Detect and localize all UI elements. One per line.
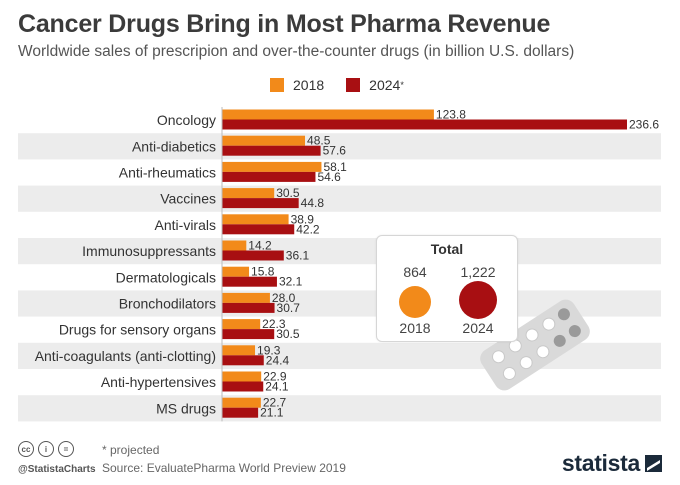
source-text: Source: EvaluatePharma World Preview 201… xyxy=(102,461,346,475)
data-label: 57.6 xyxy=(323,144,347,158)
bar-2024 xyxy=(222,224,295,235)
statista-logo-icon xyxy=(645,455,662,472)
bar-2018 xyxy=(222,135,306,146)
cc-icon: cc xyxy=(18,441,34,457)
data-label: 30.5 xyxy=(276,327,300,341)
bar-2018 xyxy=(222,371,262,382)
category-label: Immunosuppressants xyxy=(82,243,216,259)
data-label: 38.9 xyxy=(291,212,315,226)
bar-2024 xyxy=(222,381,264,392)
data-label: 15.8 xyxy=(251,265,275,279)
bar-2024 xyxy=(222,355,264,366)
data-label: 30.5 xyxy=(276,186,300,200)
total-year-2024: 2024 xyxy=(462,320,494,336)
data-label: 22.9 xyxy=(263,370,287,384)
legend-label-2024: 2024 xyxy=(369,77,401,93)
total-year-2018: 2018 xyxy=(399,320,431,336)
data-label: 22.3 xyxy=(262,317,286,331)
category-label: Anti-diabetics xyxy=(132,138,216,154)
row-band xyxy=(18,395,661,422)
bar-2018 xyxy=(222,345,256,356)
category-label: Drugs for sensory organs xyxy=(59,322,216,338)
category-label: Anti-coagulants (anti-clotting) xyxy=(35,348,216,364)
legend-asterisk: * xyxy=(400,80,404,90)
bar-2024 xyxy=(222,198,299,209)
bar-2018 xyxy=(222,240,247,251)
data-label: 58.1 xyxy=(323,160,347,174)
bar-2024 xyxy=(222,276,277,287)
total-title: Total xyxy=(430,241,464,257)
total-value-2024: 1,222 xyxy=(460,264,496,280)
data-label: 21.1 xyxy=(260,406,284,420)
data-label: 24.1 xyxy=(265,380,289,394)
pill-pack-icon xyxy=(480,299,590,391)
legend-label-2018: 2018 xyxy=(293,77,325,93)
statista-logo[interactable]: statista xyxy=(562,450,662,477)
total-circle-2024 xyxy=(459,281,497,319)
bar-2018 xyxy=(222,109,434,120)
category-label: Anti-hypertensives xyxy=(101,374,216,390)
data-label: 236.6 xyxy=(629,118,659,132)
bar-2018 xyxy=(222,266,250,277)
row-band xyxy=(18,133,661,160)
data-label: 54.6 xyxy=(317,170,341,184)
data-label: 19.3 xyxy=(257,343,281,357)
row-band xyxy=(18,185,661,212)
category-label: Dermatologicals xyxy=(116,269,216,285)
legend-swatch-2024 xyxy=(346,78,361,92)
statista-handle: @StatistaCharts xyxy=(18,464,96,475)
data-label: 24.4 xyxy=(266,353,290,367)
statista-wordmark: statista xyxy=(561,450,640,476)
total-circle-2018 xyxy=(399,286,431,318)
legend: 2018 2024 * xyxy=(270,77,426,93)
bar-2018 xyxy=(222,188,275,199)
data-label: 123.8 xyxy=(436,108,466,122)
bar-2018 xyxy=(222,161,322,172)
total-box: Total 864 2018 1,222 2024 xyxy=(376,235,518,342)
category-label: Anti-virals xyxy=(155,217,216,233)
chart-title: Cancer Drugs Bring in Most Pharma Revenu… xyxy=(18,10,551,38)
data-label: 36.1 xyxy=(286,249,310,263)
by-icon: i xyxy=(38,441,54,457)
license-block: cc i = @StatistaCharts xyxy=(18,441,96,475)
category-label: MS drugs xyxy=(156,400,216,416)
projection-note: * projected xyxy=(102,443,160,457)
legend-swatch-2018 xyxy=(270,78,284,92)
chart-subtitle: Worldwide sales of prescripion and over-… xyxy=(18,43,575,60)
data-label: 44.8 xyxy=(301,196,325,210)
bar-2024 xyxy=(222,329,275,340)
data-label: 32.1 xyxy=(279,275,303,289)
bar-2018 xyxy=(222,214,289,225)
bar-2024 xyxy=(222,171,316,182)
data-label: 28.0 xyxy=(272,291,296,305)
category-label: Bronchodilators xyxy=(119,296,216,312)
data-label: 42.2 xyxy=(296,222,320,236)
bar-2018 xyxy=(222,397,261,408)
total-value-2018: 864 xyxy=(403,264,427,280)
legend-item-2018: 2018 xyxy=(270,77,324,93)
bar-2024 xyxy=(222,407,259,418)
category-label: Oncology xyxy=(157,112,216,128)
bar-2018 xyxy=(222,319,261,330)
bar-2024 xyxy=(222,145,321,156)
category-label: Anti-rheumatics xyxy=(119,165,216,181)
bar-2024 xyxy=(222,302,275,313)
row-band xyxy=(18,238,661,265)
data-label: 22.7 xyxy=(263,396,287,410)
bar-2024 xyxy=(222,250,284,261)
data-label: 30.7 xyxy=(277,301,301,315)
data-label: 48.5 xyxy=(307,134,331,148)
nd-icon: = xyxy=(58,441,74,457)
data-label: 14.2 xyxy=(248,239,272,253)
bar-2024 xyxy=(222,119,627,130)
legend-item-2024: 2024 * xyxy=(346,77,404,93)
category-label: Vaccines xyxy=(160,191,216,207)
bar-2018 xyxy=(222,292,270,303)
